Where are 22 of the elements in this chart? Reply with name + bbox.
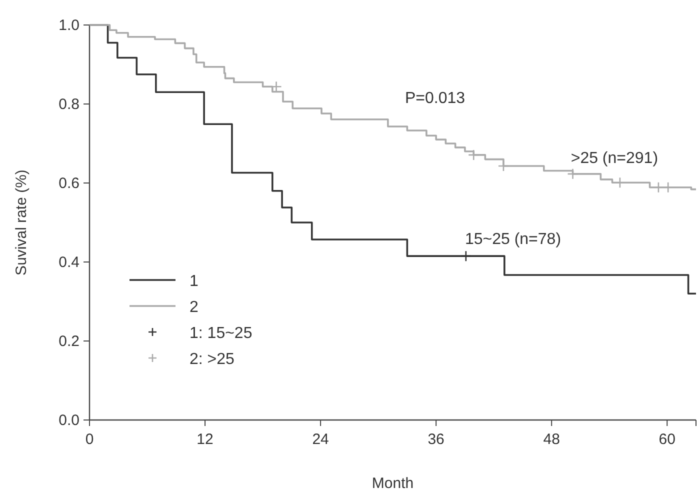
y-tick-label: 0.4	[58, 254, 80, 271]
y-tick-label: 0.8	[58, 96, 80, 113]
x-tick-label: 12	[196, 431, 214, 448]
annotation: >25 (n=291)	[570, 150, 658, 168]
x-tick-label: 60	[658, 431, 676, 448]
x-axis-title: Month	[372, 475, 414, 492]
y-tick-label: 0.0	[58, 412, 80, 429]
annotation: 15~25 (n=78)	[464, 231, 562, 248]
legend-label: 2	[190, 299, 198, 316]
legend-label: 1	[190, 273, 198, 290]
x-tick-label: 24	[312, 431, 329, 448]
x-tick-label: 0	[85, 431, 94, 448]
y-tick-label: 0.2	[58, 333, 80, 350]
annotation: P=0.013	[404, 90, 466, 107]
legend-label: 1: 15~25	[190, 325, 252, 342]
y-axis-title: Suvival rate (%)	[13, 170, 30, 276]
y-tick-label: 1.0	[58, 17, 80, 34]
y-tick-label: 0.6	[58, 175, 80, 192]
legend-label: 2: >25	[190, 351, 235, 368]
x-tick-label: 36	[428, 431, 444, 448]
point	[460, 250, 472, 262]
x-tick-label: 48	[543, 431, 560, 448]
